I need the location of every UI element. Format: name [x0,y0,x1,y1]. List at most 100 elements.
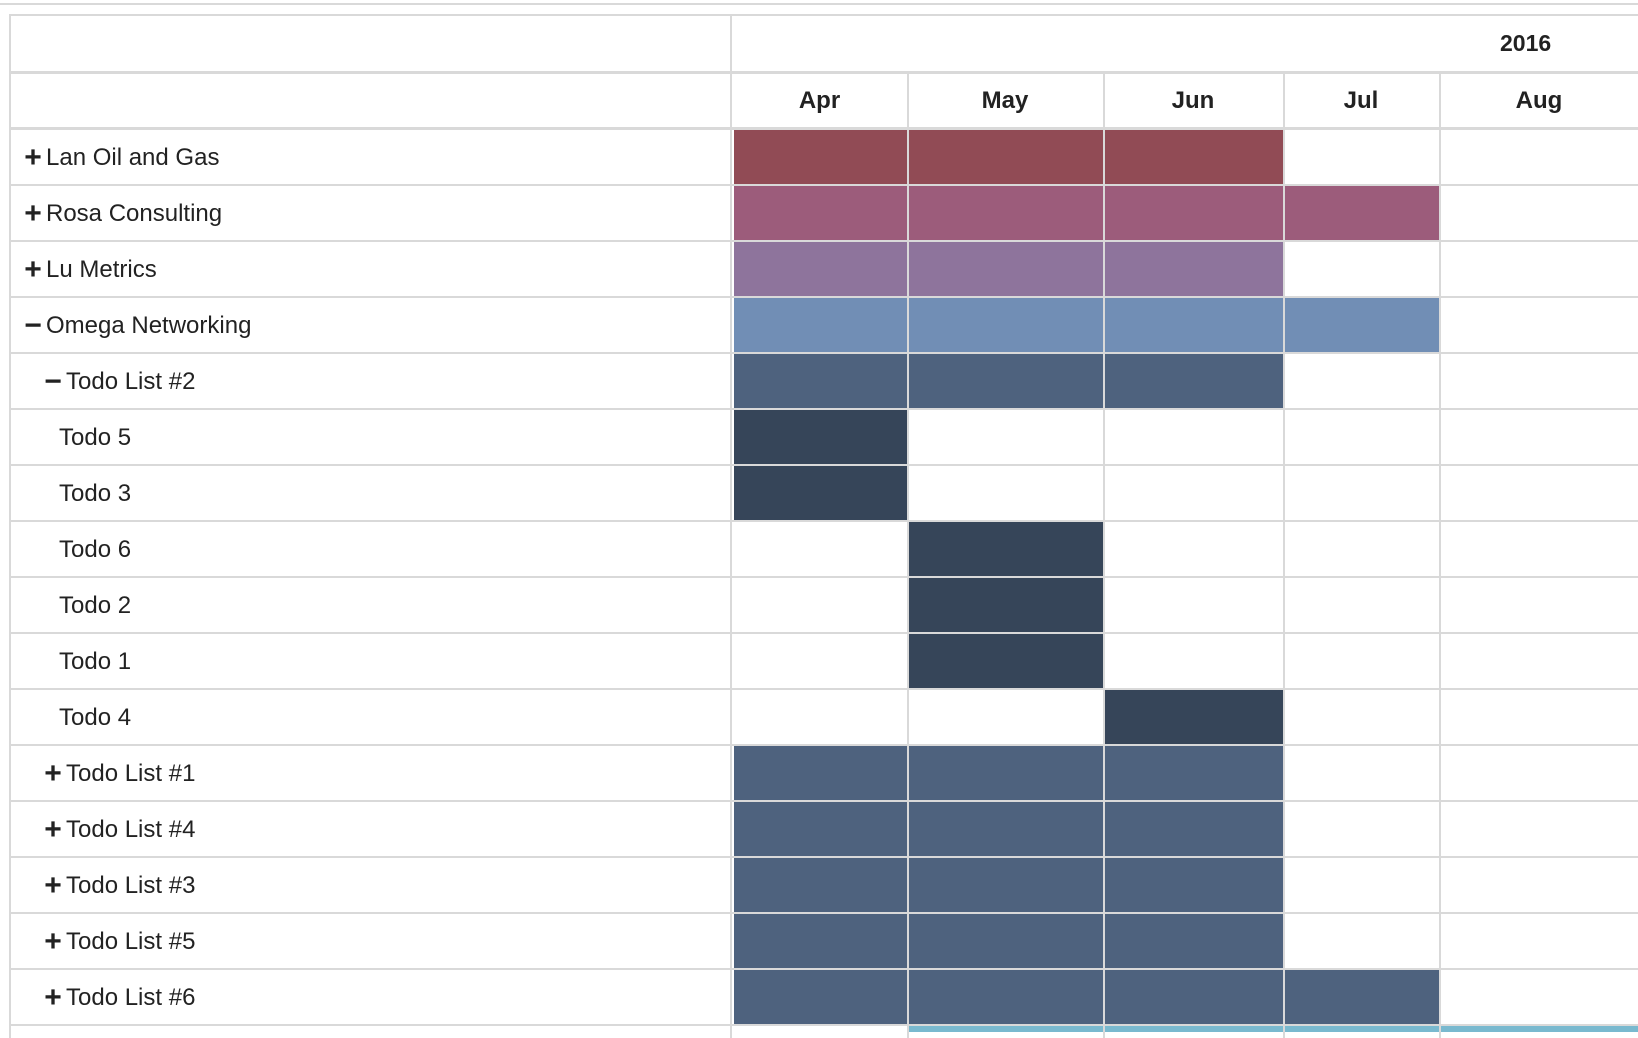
expand-icon[interactable]: + [44,813,62,846]
timeline-bar-may[interactable] [909,914,1103,968]
timeline-bar-jul[interactable] [1285,298,1439,352]
month-header-apr: Apr [732,73,907,128]
month-header-aug: Aug [1439,73,1638,128]
timeline-bar-jun[interactable] [1105,242,1283,296]
row-label-text: Todo List #4 [66,816,196,843]
timeline-bar-jul[interactable] [1285,186,1439,240]
row-label-text: Todo 2 [59,592,132,619]
timeline-bar-jun[interactable] [1105,746,1283,800]
timeline-bar-may[interactable] [909,802,1103,856]
grid-line [11,744,1638,746]
row-label: + Todo List #4 [11,802,732,858]
gantt-row: + Todo List #5 [11,914,1638,970]
grid-line [11,520,1638,522]
row-label-text: Todo List #6 [66,984,196,1011]
row-label: Todo 1 [11,634,732,690]
gantt-row: + Todo List #6 [11,970,1638,1026]
gantt-row: Todo 3 [11,466,1638,522]
row-label-text: Todo 5 [59,424,132,451]
timeline-bar-may[interactable] [909,186,1103,240]
timeline-bar-apr[interactable] [734,914,907,968]
timeline-bar-may[interactable] [909,354,1103,408]
row-label-text: Todo List #2 [66,368,196,395]
timeline-bar-peek [1441,1026,1638,1032]
row-label-text: Todo 3 [59,480,132,507]
gantt-row: + Todo List #3 [11,858,1638,914]
timeline-bar-jun[interactable] [1105,970,1283,1024]
timeline-bar-jun[interactable] [1105,858,1283,912]
timeline-bar-may[interactable] [909,242,1103,296]
grid-line [11,912,1638,914]
timeline-bar-may[interactable] [909,634,1103,688]
row-label: + Todo List #1 [11,746,732,802]
collapse-icon[interactable]: − [44,365,62,398]
timeline-bar-jun[interactable] [1105,802,1283,856]
timeline-bar-apr[interactable] [734,802,907,856]
row-label: + Todo List #5 [11,914,732,970]
expand-icon[interactable]: + [44,981,62,1014]
gantt-row: + Lan Oil and Gas [11,130,1638,186]
timeline-bar-may[interactable] [909,298,1103,352]
row-label-text: Todo 4 [59,704,132,731]
row-label: − Todo List #2 [11,354,732,410]
expand-icon[interactable]: + [24,141,42,174]
grid-line [730,16,732,1038]
timeline-bar-apr[interactable] [734,970,907,1024]
grid-line [11,72,1638,74]
timeline-bar-may[interactable] [909,970,1103,1024]
row-label-text: Lu Metrics [46,256,157,283]
row-label-text: Todo List #5 [66,928,196,955]
timeline-bar-jun[interactable] [1105,690,1283,744]
timeline-bar-jun[interactable] [1105,298,1283,352]
gantt-row: Todo 6 [11,522,1638,578]
grid-line [11,128,1638,130]
timeline-bar-apr[interactable] [734,186,907,240]
top-border [0,3,1638,5]
timeline-bar-apr[interactable] [734,410,907,464]
row-label: + Lan Oil and Gas [11,130,732,186]
timeline-bar-jun[interactable] [1105,914,1283,968]
timeline-bar-apr[interactable] [734,746,907,800]
row-label: Todo 6 [11,522,732,578]
timeline-bar-apr[interactable] [734,130,907,184]
row-label: + Lu Metrics [11,242,732,298]
timeline-bar-may[interactable] [909,746,1103,800]
grid-line [11,968,1638,970]
month-header-jun: Jun [1103,73,1283,128]
timeline-bar-may[interactable] [909,130,1103,184]
timeline-bar-jun[interactable] [1105,354,1283,408]
gantt-row: − Omega Networking [11,298,1638,354]
timeline-bar-apr[interactable] [734,298,907,352]
expand-icon[interactable]: + [24,253,42,286]
gantt-row: + Todo List #1 [11,746,1638,802]
timeline-bar-jun[interactable] [1105,186,1283,240]
timeline-bar-apr[interactable] [734,354,907,408]
timeline-bar-may[interactable] [909,578,1103,632]
expand-icon[interactable]: + [44,869,62,902]
timeline-bar-may[interactable] [909,522,1103,576]
timeline-bar-apr[interactable] [734,466,907,520]
month-header-may: May [907,73,1103,128]
grid-line [11,856,1638,858]
timeline-bar-jun[interactable] [1105,130,1283,184]
timeline-bar-apr[interactable] [734,242,907,296]
row-label-text: Todo List #3 [66,872,196,899]
grid-line [11,296,1638,298]
timeline-bar-peek [909,1026,1103,1032]
row-label-text: Omega Networking [46,312,252,339]
month-header-jul: Jul [1283,73,1439,128]
grid-line [11,800,1638,802]
grid-line [1103,73,1105,1038]
gantt-row: Todo 4 [11,690,1638,746]
row-label-text: Todo 6 [59,536,132,563]
expand-icon[interactable]: + [44,925,62,958]
expand-icon[interactable]: + [44,757,62,790]
grid-line [11,352,1638,354]
grid-line [11,632,1638,634]
expand-icon[interactable]: + [24,197,42,230]
timeline-bar-may[interactable] [909,858,1103,912]
collapse-icon[interactable]: − [24,309,42,342]
timeline-bar-apr[interactable] [734,858,907,912]
timeline-bar-jul[interactable] [1285,970,1439,1024]
timeline-bar-peek [1285,1026,1439,1032]
